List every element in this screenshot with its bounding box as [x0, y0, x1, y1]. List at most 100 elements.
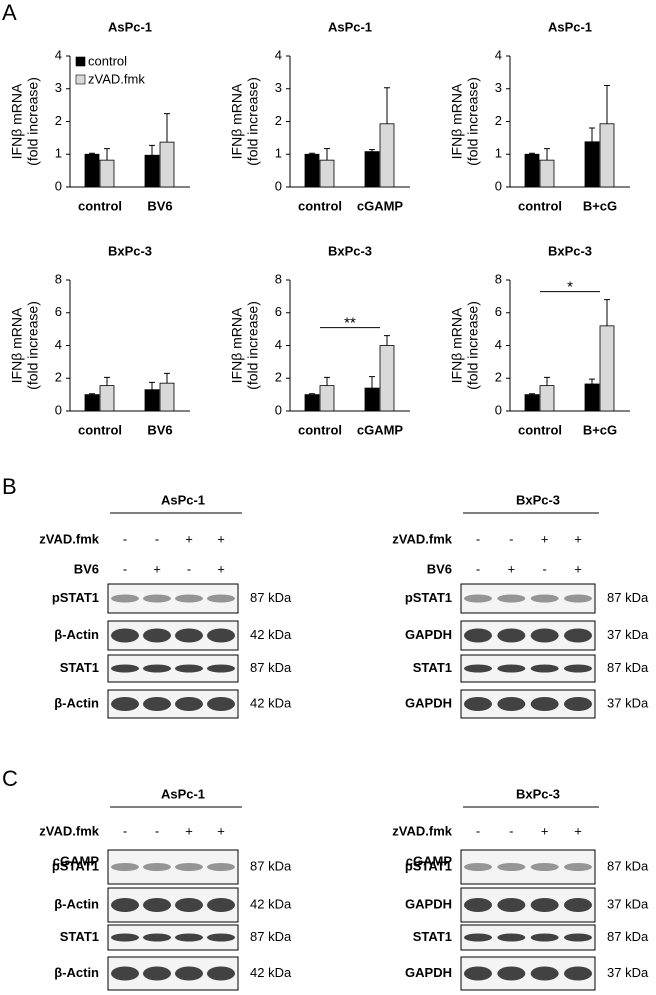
band-label: GAPDH — [405, 627, 452, 642]
bar — [539, 159, 555, 188]
y-axis-label: IFNβ mRNA — [449, 307, 465, 383]
blot-band — [464, 966, 492, 981]
blot-band — [111, 664, 139, 673]
blot-band — [497, 664, 526, 673]
blot-band — [464, 863, 492, 871]
blot-band — [207, 664, 235, 673]
blot-band — [111, 966, 139, 981]
blot-band — [497, 898, 526, 912]
band-size: 87 kDa — [250, 590, 292, 605]
treatment-sign: + — [185, 823, 193, 838]
treatment-sign: - — [155, 823, 159, 838]
bar — [144, 154, 160, 188]
blot-band — [175, 966, 203, 981]
y-tick-label: 1 — [275, 146, 282, 161]
treatment-sign: + — [574, 823, 582, 838]
treatment-label: BV6 — [427, 561, 452, 576]
treatment-label: zVAD.fmk — [39, 531, 99, 546]
blot-band — [464, 594, 492, 603]
y-tick-label: 6 — [55, 304, 62, 319]
treatment-label: zVAD.fmk — [392, 531, 452, 546]
error-bar — [369, 376, 375, 389]
error-bar — [529, 152, 535, 155]
y-tick-label: 4 — [55, 337, 62, 352]
blot-band — [175, 898, 203, 912]
x-tick-label: B+cG — [583, 198, 617, 213]
blot-band — [175, 628, 203, 643]
band-size: 87 kDa — [250, 660, 292, 675]
y-tick-label: 0 — [275, 178, 282, 193]
y-axis-label: (fold increase) — [25, 301, 41, 390]
y-tick-label: 0 — [55, 178, 62, 193]
error-bar — [384, 87, 390, 124]
treatment-sign: - — [509, 531, 513, 546]
bar — [379, 123, 395, 188]
blot-band — [207, 594, 235, 603]
y-tick-label: 0 — [495, 402, 502, 417]
y-axis-label: (fold increase) — [245, 77, 261, 166]
treatment-label: cGAMP — [406, 853, 453, 868]
blot-band — [464, 898, 492, 912]
x-tick-label: B+cG — [583, 422, 617, 437]
blot-band — [111, 933, 139, 942]
treatment-sign: - — [187, 561, 191, 576]
bar — [524, 153, 540, 188]
treatment-sign: + — [185, 531, 193, 546]
error-bar — [604, 299, 610, 326]
band-label: GAPDH — [405, 896, 452, 911]
treatment-label: cGAMP — [53, 853, 100, 868]
blot-band — [564, 628, 592, 643]
significance-label: ** — [344, 315, 356, 332]
band-size: 37 kDa — [607, 695, 649, 710]
x-tick-label: control — [298, 422, 342, 437]
blot-band — [564, 594, 592, 603]
bar — [584, 383, 600, 412]
legend-label: control — [88, 53, 127, 68]
chart-title: BxPc-3 — [108, 243, 152, 258]
band-label: STAT1 — [413, 660, 452, 675]
bar — [84, 394, 100, 412]
blot-band — [530, 933, 559, 942]
band-label: pSTAT1 — [405, 858, 452, 873]
bar — [524, 394, 540, 412]
treatment-sign: - — [542, 561, 546, 576]
panel-label: C — [2, 766, 18, 791]
blot-band — [111, 697, 139, 711]
blot-band — [530, 966, 559, 981]
blot-band — [143, 933, 171, 942]
blot-title: AsPc-1 — [161, 786, 205, 801]
band-size: 87 kDa — [607, 929, 649, 944]
bar — [599, 123, 615, 188]
blot-band — [497, 863, 526, 871]
bar — [304, 153, 320, 188]
bar — [159, 382, 175, 412]
band-size: 37 kDa — [607, 896, 649, 911]
treatment-sign: + — [541, 531, 549, 546]
blot-frame — [460, 849, 596, 885]
blot-band — [464, 933, 492, 942]
y-tick-label: 4 — [495, 47, 502, 62]
blot-title: BxPc-3 — [516, 786, 560, 801]
y-tick-label: 4 — [275, 337, 282, 352]
error-bar — [149, 381, 155, 390]
treatment-sign: + — [217, 823, 225, 838]
blot-band — [530, 697, 559, 711]
y-tick-label: 0 — [55, 402, 62, 417]
error-bar — [324, 148, 330, 161]
error-bar — [324, 376, 330, 386]
panel-label: B — [2, 474, 17, 499]
legend-label: zVAD.fmk — [88, 71, 145, 86]
bar — [379, 345, 395, 412]
y-tick-label: 8 — [275, 271, 282, 286]
x-tick-label: control — [518, 422, 562, 437]
blot-band — [497, 966, 526, 981]
band-label: STAT1 — [60, 660, 99, 675]
blot-band — [207, 628, 235, 643]
y-axis-label: IFNβ mRNA — [9, 307, 25, 383]
y-axis-label: IFNβ mRNA — [229, 83, 245, 159]
y-tick-label: 4 — [275, 47, 282, 62]
blot-band — [497, 594, 526, 603]
blot-title: BxPc-3 — [516, 492, 560, 507]
y-tick-label: 4 — [55, 47, 62, 62]
error-bar — [149, 144, 155, 156]
